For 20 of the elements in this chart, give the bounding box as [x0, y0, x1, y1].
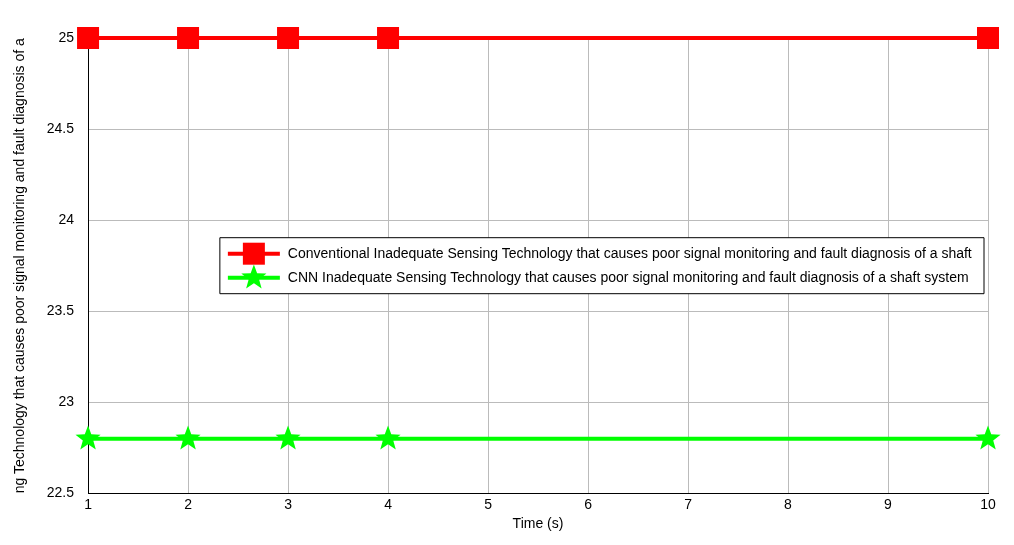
x-tick-label: 9: [884, 495, 893, 512]
y-tick-label: 23: [58, 393, 75, 410]
x-tick-label: 10: [980, 495, 996, 512]
x-tick-label: 5: [484, 495, 493, 512]
y-tick-label: 23.5: [46, 302, 75, 319]
x-axis-title: Time (s): [512, 515, 564, 532]
legend-label: Conventional Inadequate Sensing Technology that causes poor signal monitoring and fault diagnosis of a shaft: [287, 244, 972, 261]
x-tick-label: 6: [584, 495, 593, 512]
x-tick-label: 8: [784, 495, 793, 512]
y-tick-label: 22.5: [46, 484, 75, 501]
x-tick-label: 2: [184, 495, 193, 512]
x-tick-label: 7: [684, 495, 693, 512]
y-axis-title: ng Technology that causes poor signal monitoring and fault diagnosis of a: [11, 37, 28, 494]
x-tick-label: 4: [384, 495, 393, 512]
x-tick-label: 3: [284, 495, 293, 512]
legend-label: CNN Inadequate Sensing Technology that causes poor signal monitoring and fault diagnosis of a shaft system: [287, 268, 969, 285]
y-tick-label: 25: [58, 28, 75, 45]
y-tick-label: 24.5: [46, 119, 75, 136]
y-tick-label: 24: [58, 211, 75, 228]
x-tick-label: 1: [84, 495, 93, 512]
